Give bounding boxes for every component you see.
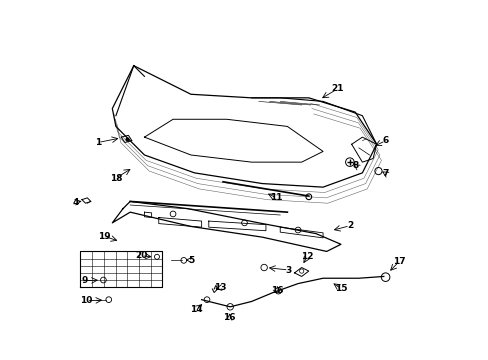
Text: 12: 12 <box>301 252 313 261</box>
Text: 7: 7 <box>382 169 388 178</box>
Text: 17: 17 <box>392 257 405 266</box>
Text: 21: 21 <box>330 84 343 93</box>
Text: 16: 16 <box>223 313 235 322</box>
Text: 18: 18 <box>109 174 122 183</box>
Text: 9: 9 <box>81 276 87 285</box>
Text: 20: 20 <box>135 251 147 260</box>
Text: 2: 2 <box>346 221 352 230</box>
Text: 8: 8 <box>352 161 358 170</box>
Text: 10: 10 <box>80 296 93 305</box>
Text: 13: 13 <box>214 283 226 292</box>
Text: 3: 3 <box>285 266 291 275</box>
Text: 19: 19 <box>98 232 111 241</box>
Text: 5: 5 <box>187 256 194 265</box>
Text: 4: 4 <box>73 198 79 207</box>
Text: 11: 11 <box>270 193 283 202</box>
Text: 6: 6 <box>382 136 388 145</box>
Text: 14: 14 <box>189 305 202 314</box>
Text: 16: 16 <box>270 286 283 295</box>
Text: 1: 1 <box>95 138 101 147</box>
Text: 15: 15 <box>335 284 347 293</box>
